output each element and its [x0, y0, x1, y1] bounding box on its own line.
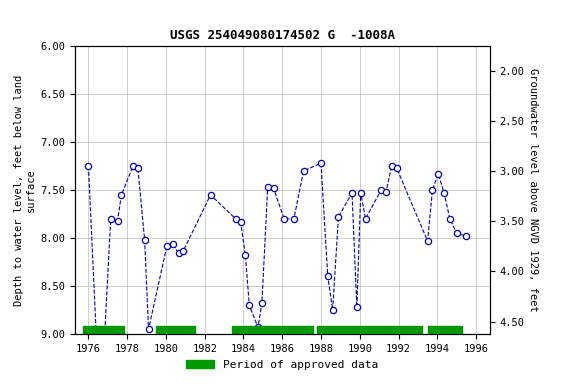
Y-axis label: Depth to water level, feet below land
surface: Depth to water level, feet below land su… — [14, 74, 36, 306]
Legend: Period of approved data: Period of approved data — [182, 356, 382, 375]
Title: USGS 254049080174502 G  -1008A: USGS 254049080174502 G -1008A — [170, 29, 395, 42]
Y-axis label: Groundwater level above NGVD 1929, feet: Groundwater level above NGVD 1929, feet — [528, 68, 538, 312]
